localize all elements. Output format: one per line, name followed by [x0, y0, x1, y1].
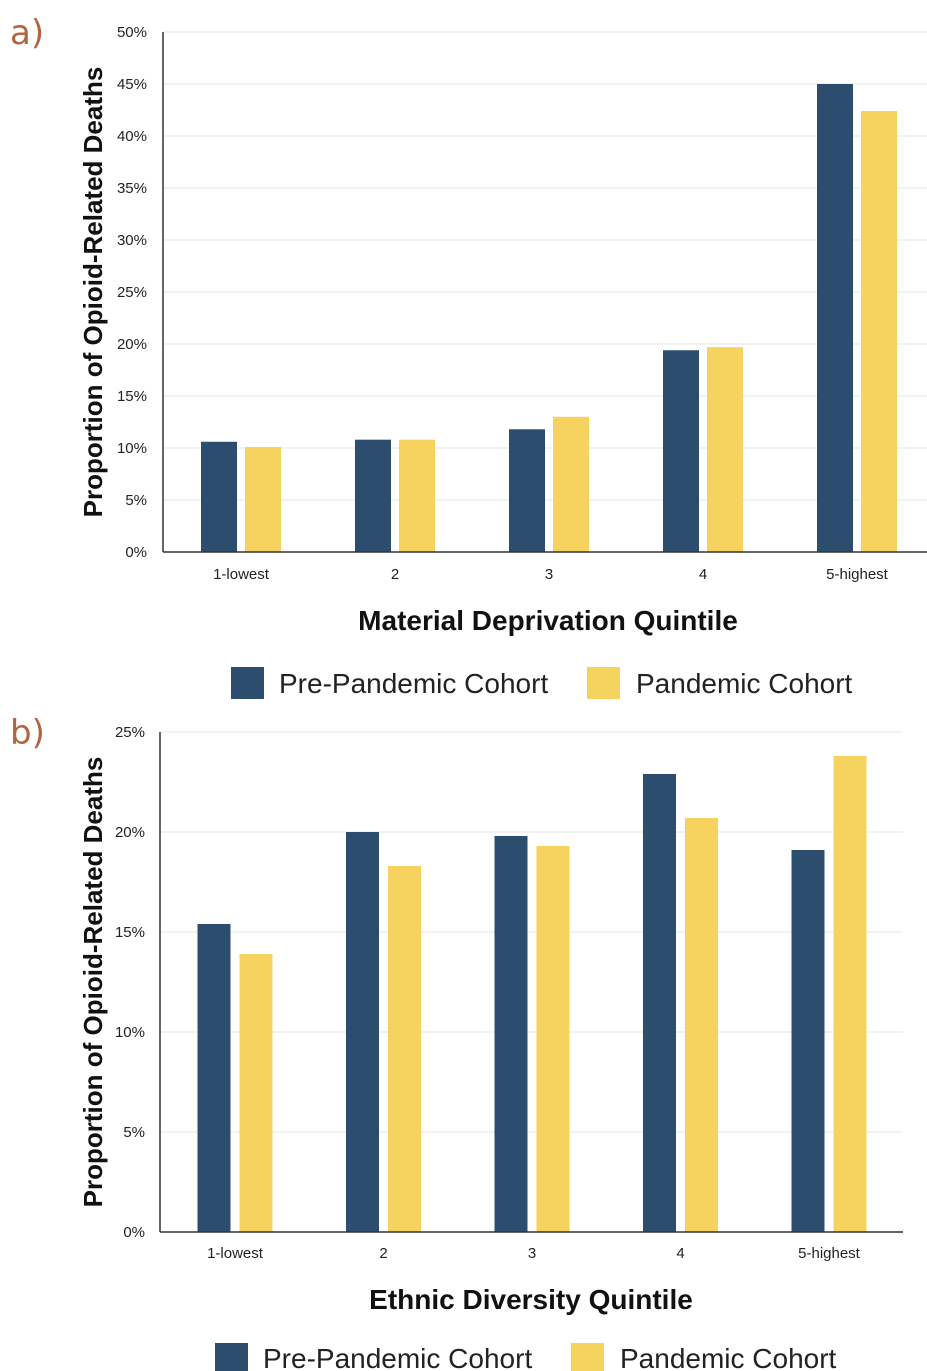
- legend-swatch-pre-a: [231, 667, 264, 699]
- y-tick-label: 50%: [117, 24, 147, 41]
- x-tick-label: 5-highest: [798, 1245, 861, 1262]
- bar-pan-a-1: [245, 446, 281, 552]
- x-ticks-a: 1-lowest 2 3 4 5-highest: [213, 566, 889, 583]
- bar-pre-b-2: [346, 832, 379, 1232]
- y-tick-label: 20%: [117, 336, 147, 353]
- y-tick-label: 20%: [115, 824, 145, 841]
- bar-pan-b-2: [388, 866, 421, 1232]
- bar-pan-a-3: [553, 416, 589, 552]
- grid-b: [160, 731, 903, 1133]
- panel-label-b: b): [10, 713, 45, 753]
- y-axis-label-b: Proportion of Opioid-Related Deaths: [78, 757, 108, 1208]
- legend-a: Pre-Pandemic Cohort Pandemic Cohort: [231, 667, 853, 699]
- legend-label-pan-b: Pandemic Cohort: [620, 1343, 837, 1371]
- bar-pan-a-4: [707, 347, 743, 552]
- bar-pre-b-4: [643, 774, 676, 1232]
- bar-pan-a-2: [399, 439, 435, 552]
- bars-b: [197, 756, 867, 1232]
- x-tick-label: 2: [391, 566, 399, 583]
- panel-label-a: a): [10, 13, 44, 53]
- y-tick-label: 25%: [115, 724, 145, 741]
- bar-pre-a-5: [817, 84, 853, 552]
- x-tick-label: 1-lowest: [207, 1245, 264, 1262]
- y-tick-label: 10%: [117, 440, 147, 457]
- bars-a: [201, 84, 897, 552]
- y-tick-label: 5%: [125, 492, 147, 509]
- y-axis-label-a: Proportion of Opioid-Related Deaths: [78, 67, 108, 518]
- bar-pan-b-4: [685, 818, 718, 1232]
- x-tick-label: 2: [379, 1245, 387, 1262]
- bar-pre-b-3: [494, 836, 528, 1232]
- x-tick-label: 4: [699, 566, 707, 583]
- bar-pan-b-1: [239, 954, 273, 1232]
- y-tick-label: 5%: [123, 1124, 145, 1141]
- y-tick-label: 25%: [117, 284, 147, 301]
- bar-pre-b-1: [197, 924, 231, 1232]
- bar-pre-a-1: [201, 441, 237, 552]
- x-tick-label: 5-highest: [826, 566, 889, 583]
- x-tick-label: 3: [545, 566, 553, 583]
- y-tick-label: 35%: [117, 180, 147, 197]
- bar-pan-a-5: [861, 111, 897, 552]
- bar-pre-a-4: [663, 350, 699, 552]
- legend-label-pre-b: Pre-Pandemic Cohort: [263, 1343, 532, 1371]
- legend-label-pan-a: Pandemic Cohort: [636, 668, 853, 699]
- legend-swatch-pan-b: [571, 1343, 604, 1371]
- bar-pre-b-5: [791, 850, 825, 1232]
- grid-a: [163, 31, 927, 501]
- legend-label-pre-a: Pre-Pandemic Cohort: [279, 668, 548, 699]
- x-ticks-b: 1-lowest 2 3 4 5-highest: [207, 1245, 861, 1262]
- legend-b: Pre-Pandemic Cohort Pandemic Cohort: [215, 1343, 837, 1371]
- x-tick-label: 3: [528, 1245, 536, 1262]
- chart-panel-a: a) 0% 5% 10% 15% 20% 25% 30% 35% 40% 45% 50% 1-low…: [10, 13, 927, 699]
- bar-pre-a-2: [355, 439, 391, 552]
- bar-pan-b-3: [536, 846, 570, 1232]
- bar-pan-b-5: [833, 756, 867, 1232]
- y-tick-label: 0%: [125, 544, 147, 561]
- x-tick-label: 4: [676, 1245, 684, 1262]
- y-tick-label: 10%: [115, 1024, 145, 1041]
- x-axis-label-b: Ethnic Diversity Quintile: [369, 1284, 693, 1315]
- y-tick-label: 15%: [117, 388, 147, 405]
- x-axis-label-a: Material Deprivation Quintile: [358, 605, 738, 636]
- y-tick-label: 0%: [123, 1224, 145, 1241]
- y-tick-label: 15%: [115, 924, 145, 941]
- chart-panel-b: b) 0% 5% 10% 15% 20% 25% 1-lowest 2 3 4 5-highest…: [10, 713, 903, 1371]
- legend-swatch-pre-b: [215, 1343, 248, 1371]
- y-ticks-a: 0% 5% 10% 15% 20% 25% 30% 35% 40% 45% 50%: [117, 24, 147, 561]
- y-tick-label: 30%: [117, 232, 147, 249]
- bar-pre-a-3: [509, 429, 545, 552]
- y-tick-label: 45%: [117, 76, 147, 93]
- legend-swatch-pan-a: [587, 667, 620, 699]
- y-ticks-b: 0% 5% 10% 15% 20% 25%: [115, 724, 145, 1241]
- y-tick-label: 40%: [117, 128, 147, 145]
- x-tick-label: 1-lowest: [213, 566, 270, 583]
